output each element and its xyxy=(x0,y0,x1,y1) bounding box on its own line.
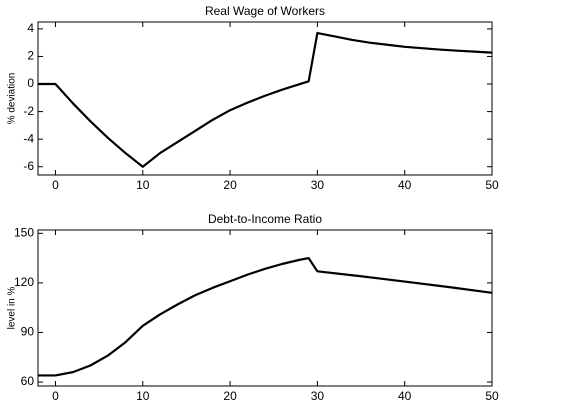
x-tick-label: 40 xyxy=(398,389,412,403)
y-tick-label: -6 xyxy=(23,159,34,173)
y-axis-label: level in % xyxy=(7,287,18,330)
x-tick-label: 40 xyxy=(398,178,412,192)
data-line xyxy=(38,31,493,168)
y-tick-label: 4 xyxy=(27,21,34,35)
y-tick-label: -4 xyxy=(23,131,34,145)
x-tick-label: 20 xyxy=(223,389,237,403)
y-tick-label: 150 xyxy=(14,225,34,239)
y-tick-label: 120 xyxy=(14,275,34,289)
chart-title: Real Wage of Workers xyxy=(205,4,325,18)
x-tick-label: 30 xyxy=(311,389,325,403)
x-tick-label: 50 xyxy=(485,178,499,192)
axes-box xyxy=(37,229,493,387)
axes-box xyxy=(37,21,493,176)
x-tick-label: 10 xyxy=(136,178,150,192)
x-tick-label: 30 xyxy=(311,178,325,192)
x-tick-label: 20 xyxy=(223,178,237,192)
x-tick-label: 10 xyxy=(136,389,150,403)
y-tick-label: 90 xyxy=(21,325,35,339)
y-tick-label: 2 xyxy=(27,49,34,63)
y-tick-label: 0 xyxy=(27,76,34,90)
y-axis-label: % deviation xyxy=(7,73,18,125)
x-tick-label: 0 xyxy=(52,389,59,403)
data-line xyxy=(38,256,493,377)
chart-title: Debt-to-Income Ratio xyxy=(208,212,322,226)
x-tick-label: 50 xyxy=(485,389,499,403)
y-tick-label: -2 xyxy=(23,104,34,118)
x-tick-label: 0 xyxy=(52,178,59,192)
y-tick-label: 60 xyxy=(21,374,35,388)
